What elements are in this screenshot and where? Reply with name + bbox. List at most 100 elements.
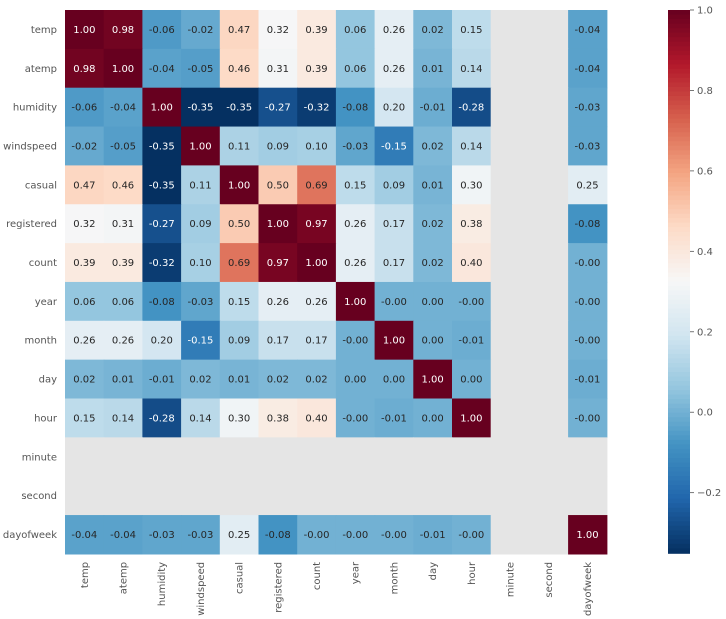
heatmap-cell-registered-second xyxy=(529,204,569,244)
heatmap-cell-atemp-count xyxy=(297,48,337,89)
heatmap-cell-second-minute xyxy=(490,476,530,516)
cell-value-label: 0.69 xyxy=(228,258,250,269)
colorbar-segment xyxy=(668,286,690,292)
heatmap-cell-temp-year xyxy=(335,10,376,50)
cell-value-label: -0.01 xyxy=(575,375,601,386)
heatmap-cell-day-temp xyxy=(65,359,105,400)
heatmap-cell-registered-dayofweek xyxy=(568,204,608,244)
cell-value-label: 0.06 xyxy=(112,297,134,308)
column-label-minute: minute xyxy=(506,562,517,597)
heatmap-cell-windspeed-year xyxy=(335,126,376,166)
heatmap-cell-casual-humidity xyxy=(142,165,182,205)
cell-value-label: 0.39 xyxy=(112,258,134,269)
cell-value-label: 0.25 xyxy=(228,530,250,541)
cell-value-label: 0.02 xyxy=(73,375,95,386)
colorbar-segment xyxy=(668,322,690,328)
colorbar-segment xyxy=(668,453,690,459)
heatmap-cell-second-day xyxy=(413,476,453,516)
heatmap-cell-year-atemp xyxy=(103,281,143,322)
column-label-month: month xyxy=(389,562,400,594)
heatmap-cell-atemp-year xyxy=(335,48,376,89)
heatmap-cell-year-dayofweek xyxy=(568,281,608,322)
heatmap-cell-day-year xyxy=(335,359,376,400)
cell-value-label: 0.15 xyxy=(460,25,482,36)
cell-value-label: -0.00 xyxy=(458,530,484,541)
heatmap-cell-day-second xyxy=(529,359,569,400)
cell-value-label: 0.14 xyxy=(189,413,211,424)
colorbar-segment xyxy=(668,548,690,554)
heatmap-cell-temp-day xyxy=(413,10,453,50)
cell-value-label: -0.00 xyxy=(575,336,601,347)
colorbar-segment xyxy=(668,73,690,79)
heatmap-cell-hour-second xyxy=(529,398,569,438)
cell-value-label: 0.15 xyxy=(344,180,366,191)
colorbar-segment xyxy=(668,95,690,102)
heatmap-cell-humidity-atemp xyxy=(103,87,143,128)
row-label-casual: casual xyxy=(25,180,57,191)
heatmap-cell-second-year xyxy=(335,476,376,516)
heatmap-cell-day-dayofweek xyxy=(568,359,608,400)
cell-value-label: 0.17 xyxy=(383,219,405,230)
colorbar-segment xyxy=(668,308,690,314)
heatmap-cell-count-count xyxy=(297,243,337,283)
heatmap-cell-count-temp xyxy=(65,243,105,283)
cell-value-label: 0.01 xyxy=(112,375,134,386)
heatmap-cell-day-registered xyxy=(258,359,298,400)
cell-value-label: 1.00 xyxy=(73,25,95,36)
colorbar-segment xyxy=(668,358,690,364)
heatmap-cell-atemp-registered xyxy=(258,48,298,89)
heatmap-cell-minute-registered xyxy=(258,437,298,477)
heatmap-cell-temp-hour xyxy=(452,10,492,50)
cell-value-label: 0.09 xyxy=(189,219,211,230)
heatmap-cell-day-minute xyxy=(490,359,530,400)
cell-value-label: 0.02 xyxy=(422,258,444,269)
heatmap-cell-year-windspeed xyxy=(181,281,221,322)
heatmap-cell-registered-registered xyxy=(258,204,298,244)
colorbar-tick-label: 0.6 xyxy=(697,166,713,177)
column-label-humidity: humidity xyxy=(157,562,168,606)
cell-value-label: 0.32 xyxy=(267,25,289,36)
heatmap-cell-count-day xyxy=(413,243,453,283)
column-label-day: day xyxy=(428,562,439,580)
row-label-second: second xyxy=(21,491,57,502)
colorbar-segment xyxy=(668,186,690,192)
colorbar-segment xyxy=(668,503,690,509)
heatmap-cell-registered-atemp xyxy=(103,204,143,244)
cell-value-label: -0.01 xyxy=(458,336,484,347)
colorbar-segment xyxy=(668,417,690,423)
heatmap-cell-hour-atemp xyxy=(103,398,143,438)
cell-value-label: 0.26 xyxy=(73,336,95,347)
cell-value-label: 0.26 xyxy=(112,336,134,347)
colorbar-segment xyxy=(668,290,690,296)
cell-value-label: 0.15 xyxy=(73,413,95,424)
heatmap-cell-humidity-minute xyxy=(490,87,530,128)
colorbar-segment xyxy=(668,127,690,133)
heatmap-cell-atemp-dayofweek xyxy=(568,48,608,89)
cell-value-label: 0.15 xyxy=(228,297,250,308)
cell-value-label: -0.00 xyxy=(342,336,368,347)
heatmap-cell-humidity-dayofweek xyxy=(568,87,608,128)
cell-value-label: 0.31 xyxy=(112,219,134,230)
heatmap-cell-dayofweek-dayofweek xyxy=(568,515,608,555)
colorbar-segment xyxy=(668,421,690,428)
colorbar-segment xyxy=(668,376,690,382)
cell-value-label: -0.01 xyxy=(420,103,446,114)
colorbar-segment xyxy=(668,41,690,47)
colorbar-segment xyxy=(668,539,690,545)
heatmap-cell-registered-count xyxy=(297,204,337,244)
column-labels: temp atemp humidity windspeed casual register… xyxy=(80,561,594,616)
cell-value-label: 0.14 xyxy=(112,413,134,424)
colorbar-segment xyxy=(668,50,690,57)
cell-value-label: 0.17 xyxy=(383,258,405,269)
cell-value-label: 0.47 xyxy=(228,25,250,36)
colorbar-tick-label: −0.2 xyxy=(697,488,721,499)
cell-value-label: 0.00 xyxy=(422,297,444,308)
cell-value-label: -0.35 xyxy=(188,103,214,114)
heatmap-cell-windspeed-dayofweek xyxy=(568,126,608,166)
colorbar-segment xyxy=(668,132,690,138)
cell-value-label: 0.11 xyxy=(228,141,250,152)
heatmap-cell-hour-temp xyxy=(65,398,105,438)
heatmap-cell-windspeed-atemp xyxy=(103,126,143,166)
cell-value-label: -0.27 xyxy=(265,103,291,114)
heatmap-cell-registered-temp xyxy=(65,204,105,244)
